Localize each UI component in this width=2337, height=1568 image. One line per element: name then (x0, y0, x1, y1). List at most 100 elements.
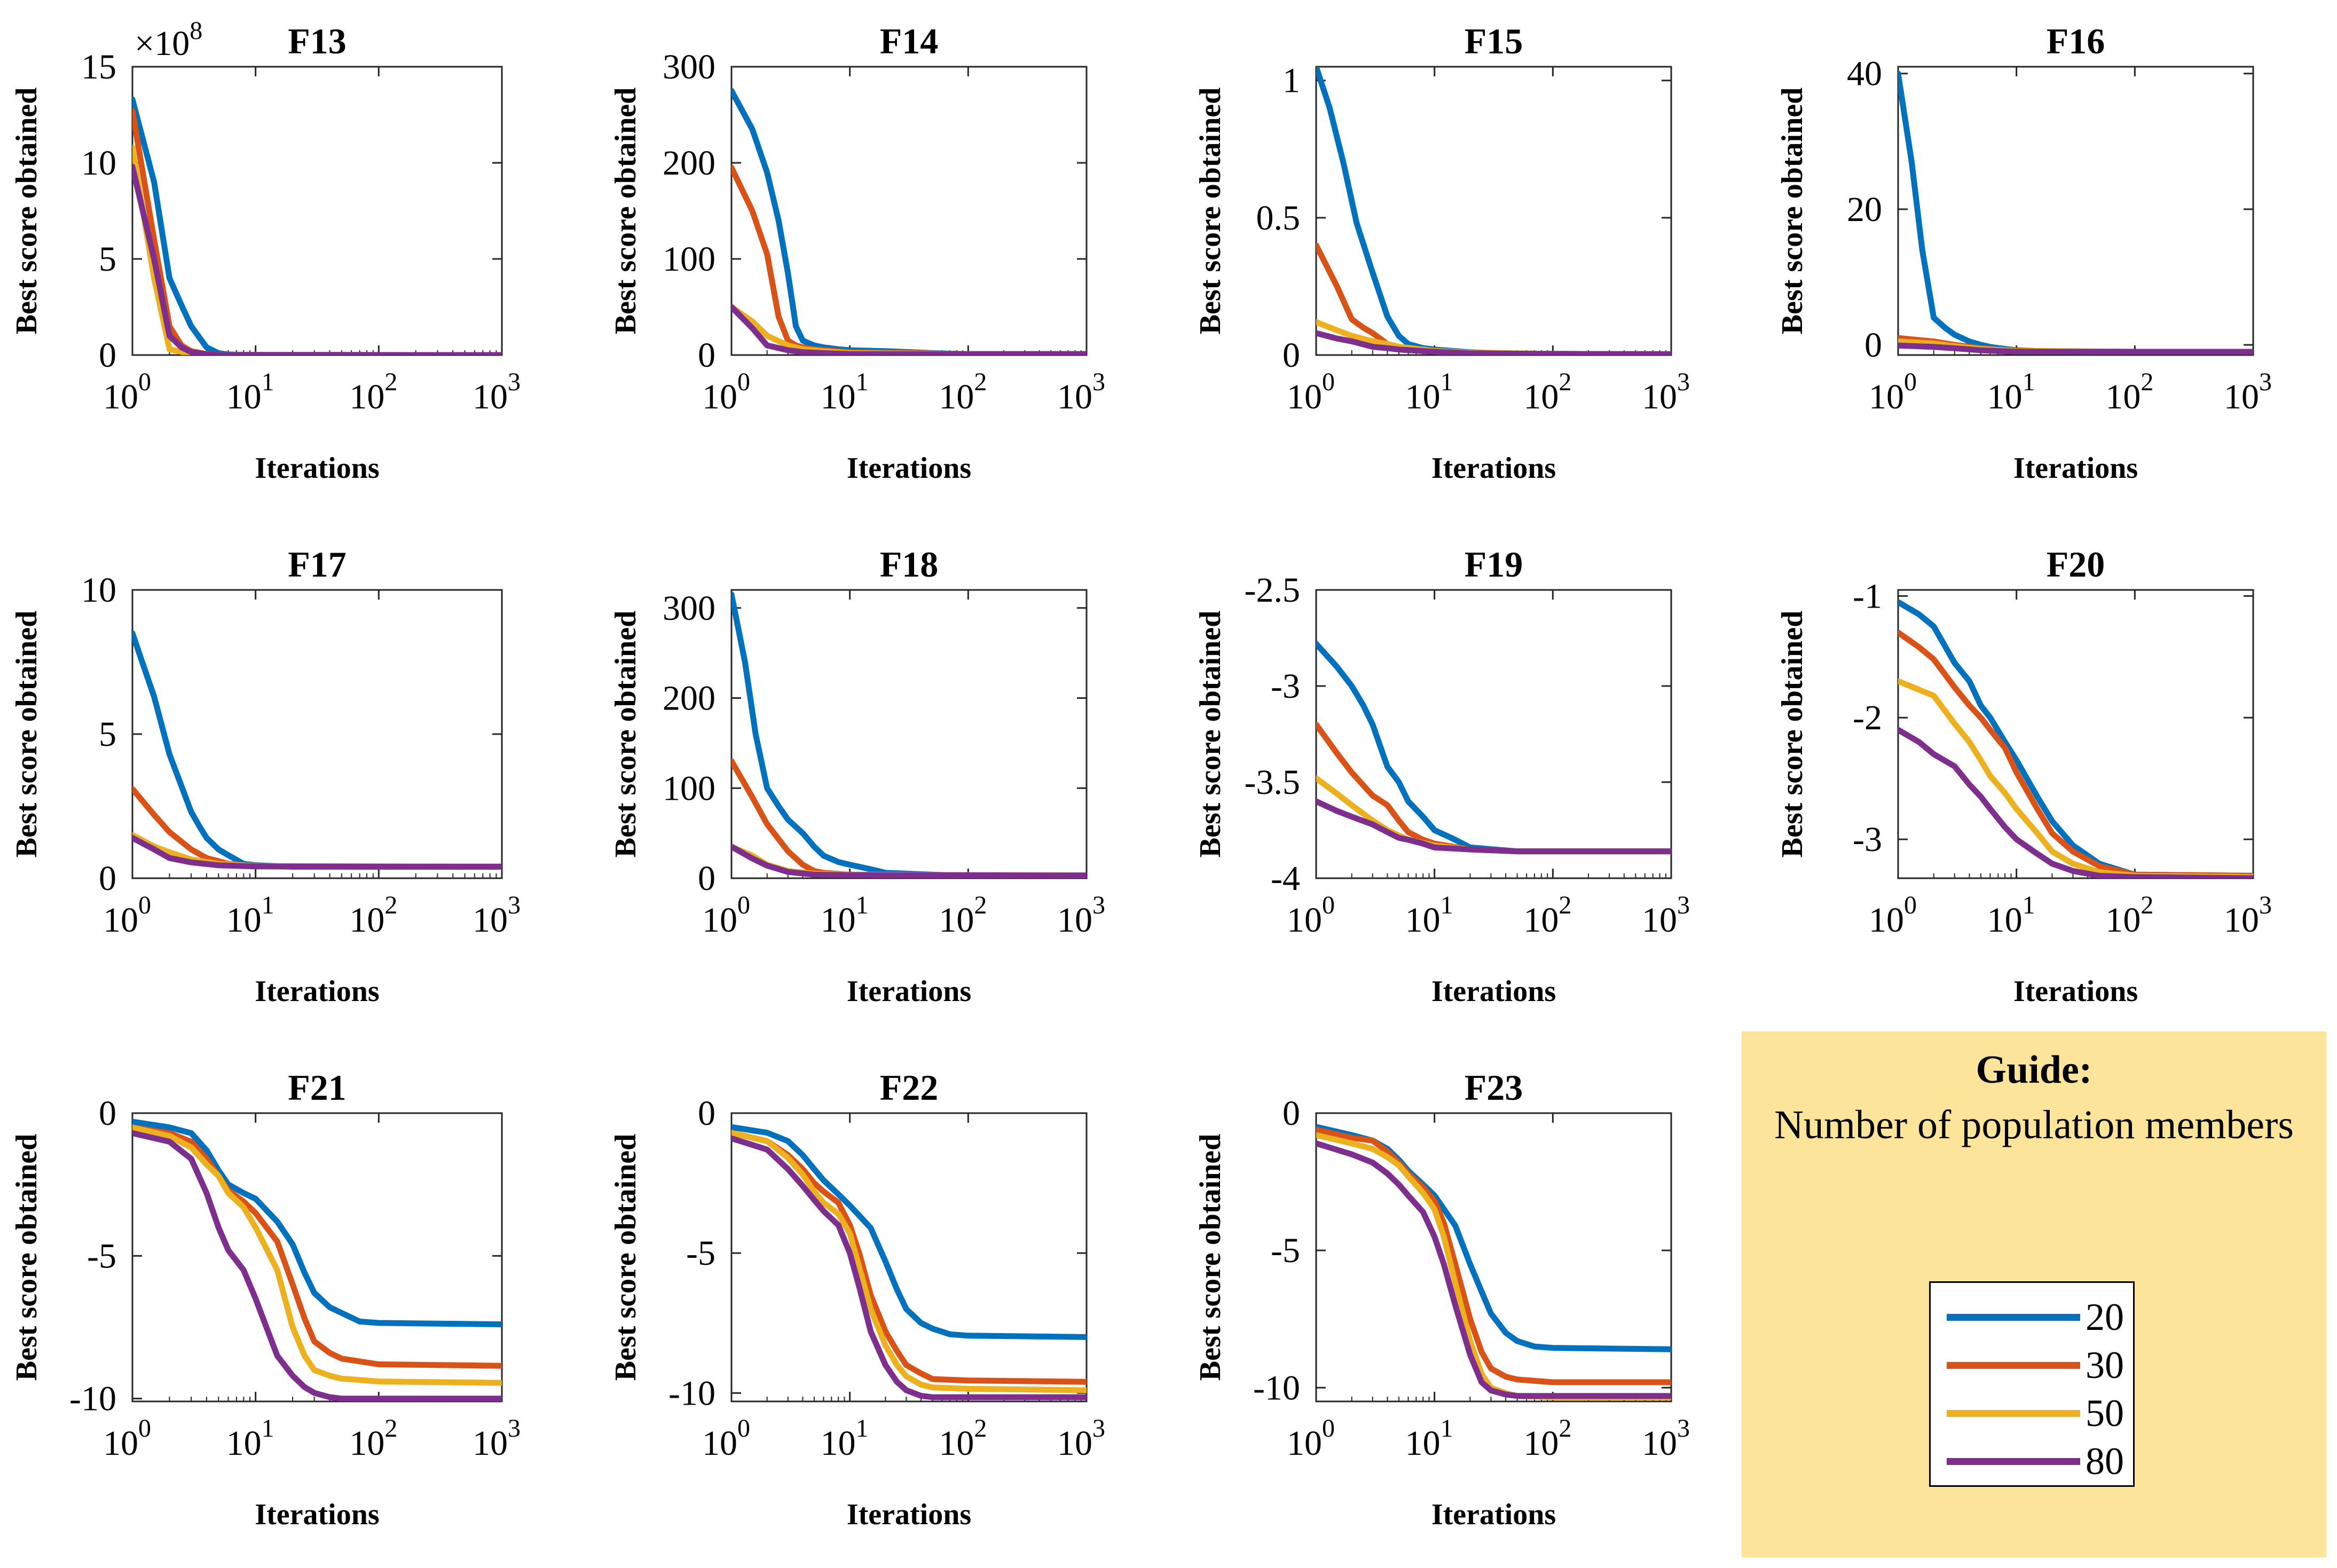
series-line-80 (731, 844, 1087, 878)
y-multiplier-exponent: 8 (190, 17, 202, 45)
legend-label-30: 30 (2086, 1344, 2124, 1386)
x-tick-exponent: 1 (2023, 368, 2035, 396)
plot-area (1897, 66, 2254, 356)
series-line-80 (1898, 342, 2253, 355)
y-tick-label: 0.5 (1256, 199, 1301, 238)
chart-title: F21 (288, 1067, 347, 1108)
x-tick-label: 102 (939, 368, 987, 416)
x-tick-label: 101 (1405, 891, 1453, 940)
y-axis-label: Best score obtained (1194, 611, 1227, 858)
y-tick-label: 5 (99, 715, 116, 754)
x-tick-exponent: 0 (1322, 891, 1335, 919)
x-tick-exponent: 2 (974, 891, 987, 919)
series-line-80 (1898, 727, 2253, 878)
x-tick-label: 101 (226, 368, 274, 416)
x-tick-exponent: 3 (1677, 1414, 1690, 1443)
x-tick-exponent: 2 (2141, 368, 2153, 396)
x-tick-label: 103 (473, 1414, 521, 1463)
series-line-30 (1898, 629, 2253, 878)
y-tick-label: 0 (1282, 1094, 1300, 1133)
x-tick-label: 102 (2105, 891, 2153, 940)
x-axis-label: Iterations (2013, 975, 2138, 1008)
chart-f14: 100 101 102 1030100200300F14IterationsBest … (609, 21, 1105, 485)
y-tick-label: 0 (99, 859, 116, 898)
x-axis-label: Iterations (847, 1498, 971, 1531)
x-tick-label: 103 (1642, 368, 1690, 416)
y-tick-label: 0 (1864, 326, 1882, 365)
y-axis-label: Best score obtained (609, 88, 642, 335)
y-axis-label: Best score obtained (609, 1134, 642, 1381)
x-axis-label: Iterations (1431, 1498, 1556, 1531)
legend-line-50 (1947, 1410, 2080, 1417)
y-tick-label: -10 (1253, 1368, 1300, 1407)
x-tick-label: 101 (821, 368, 869, 416)
x-tick-label: 100 (103, 368, 151, 416)
x-tick-exponent: 0 (1904, 368, 1917, 396)
y-tick-label: 100 (663, 769, 715, 808)
x-axis-label: Iterations (255, 975, 379, 1008)
x-tick-exponent: 1 (856, 1414, 869, 1443)
x-tick-label: 100 (1287, 891, 1335, 940)
x-tick-exponent: 0 (737, 891, 750, 919)
x-tick-label: 102 (1523, 1414, 1571, 1463)
chart-title: F18 (880, 544, 939, 585)
y-axis-label: Best score obtained (1194, 1134, 1227, 1381)
plot-area (730, 66, 1088, 356)
y-axis-label: Best score obtained (10, 88, 43, 335)
series-line-30 (731, 1130, 1087, 1385)
x-tick-exponent: 3 (1677, 368, 1690, 396)
y-tick-label: -10 (69, 1380, 116, 1419)
x-tick-exponent: 0 (138, 1414, 151, 1443)
series-line-50 (731, 1130, 1087, 1393)
x-tick-exponent: 3 (508, 891, 521, 919)
y-tick-label: -5 (1271, 1231, 1300, 1270)
legend-line-80 (1947, 1458, 2080, 1465)
series-line-50 (1898, 678, 2253, 878)
guide-description: Number of population members (1774, 1102, 2294, 1147)
x-tick-label: 103 (1642, 891, 1690, 940)
y-axis-label: Best score obtained (1776, 88, 1809, 335)
x-tick-exponent: 3 (1092, 891, 1105, 919)
y-tick-label: 1 (1282, 61, 1300, 100)
y-axis-label: Best score obtained (1194, 88, 1227, 335)
x-tick-label: 101 (821, 891, 869, 940)
x-tick-exponent: 0 (138, 891, 151, 919)
x-tick-exponent: 3 (2259, 368, 2272, 396)
x-tick-label: 101 (1405, 368, 1453, 416)
x-tick-label: 102 (349, 1414, 397, 1463)
x-axis-label: Iterations (847, 975, 971, 1008)
plot-area (1897, 589, 2254, 879)
x-axis-label: Iterations (847, 452, 971, 485)
y-multiplier: ×108 (135, 17, 202, 63)
x-tick-label: 101 (1987, 891, 2035, 940)
y-tick-label: 0 (1282, 336, 1300, 375)
chart-title: F19 (1465, 544, 1523, 585)
plot-area (1315, 589, 1672, 879)
chart-title: F22 (880, 1067, 939, 1108)
series-line-20 (1898, 599, 2253, 878)
x-tick-label: 102 (2105, 368, 2153, 416)
y-tick-label: 10 (81, 144, 116, 183)
x-tick-exponent: 1 (856, 368, 869, 396)
x-tick-exponent: 0 (1904, 891, 1917, 919)
x-tick-label: 101 (1987, 368, 2035, 416)
y-tick-label: -3 (1271, 667, 1300, 706)
y-tick-label: -5 (87, 1236, 116, 1275)
x-tick-label: 102 (349, 368, 397, 416)
x-tick-label: 102 (1523, 891, 1571, 940)
x-tick-exponent: 0 (737, 1414, 750, 1443)
x-axis-label: Iterations (1431, 975, 1556, 1008)
x-tick-label: 101 (821, 1414, 869, 1463)
legend-item-50: 50 (1931, 1389, 2133, 1438)
series-line-80 (1316, 330, 1671, 355)
x-tick-label: 101 (226, 1414, 274, 1463)
x-tick-exponent: 2 (384, 368, 397, 396)
y-tick-label: -5 (686, 1234, 715, 1273)
x-tick-label: 100 (103, 1414, 151, 1463)
